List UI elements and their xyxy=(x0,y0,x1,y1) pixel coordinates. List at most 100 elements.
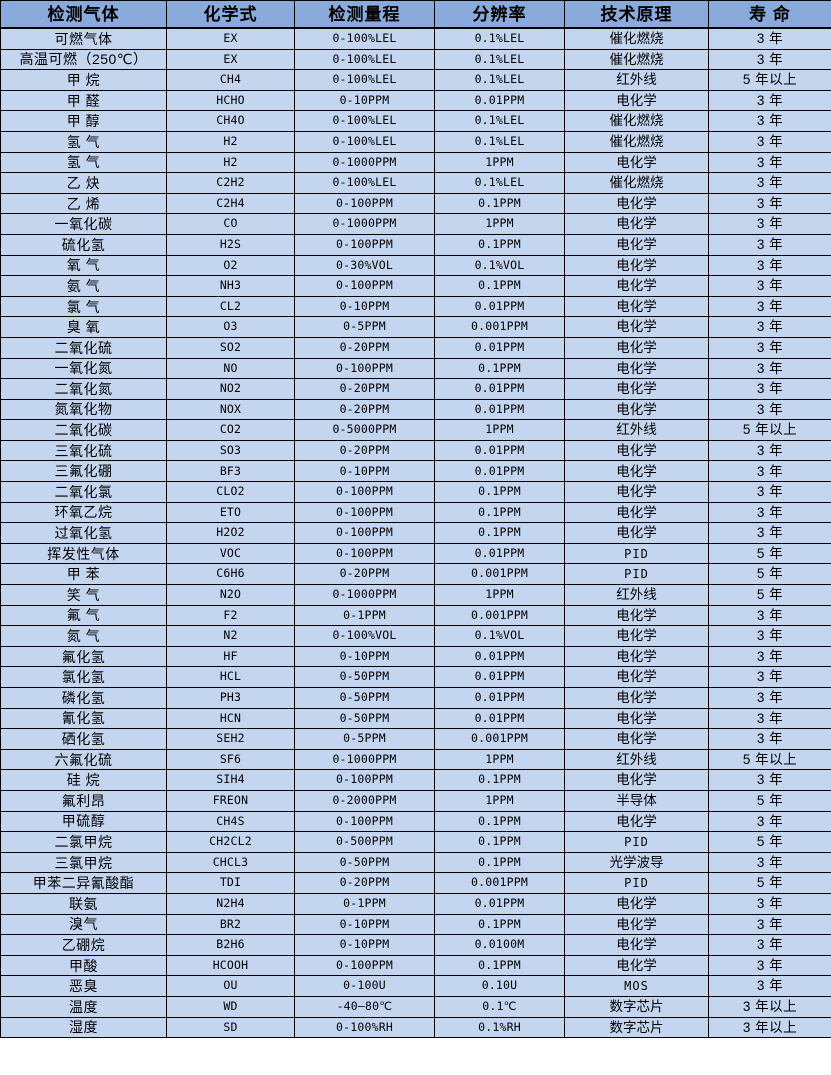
cell-resolution: 1PPM xyxy=(434,789,565,812)
cell-technology: 电化学 xyxy=(564,439,709,462)
table-row: 甲酸 HCOOH 0-100PPM 0.1PPM 电化学 3 年 xyxy=(0,954,831,977)
cell-lifespan: 3 年 xyxy=(708,27,831,50)
cell-range: 0-5000PPM xyxy=(294,419,435,441)
cell-gas: 氢 气 xyxy=(0,130,167,153)
cell-technology: 催化燃烧 xyxy=(564,172,709,194)
cell-resolution: 0.001PPM xyxy=(434,728,565,750)
cell-resolution: 0.01PPM xyxy=(434,460,565,483)
table-row: 臭 氧 O3 0-5PPM 0.001PPM 电化学 3 年 xyxy=(0,316,831,338)
cell-lifespan: 3 年 xyxy=(708,213,831,235)
cell-range: 0-1PPM xyxy=(294,604,435,627)
cell-gas: 过氧化氢 xyxy=(0,522,167,544)
cell-technology: 电化学 xyxy=(564,316,709,338)
cell-range: 0-50PPM xyxy=(294,666,435,688)
cell-technology: 红外线 xyxy=(564,419,709,441)
cell-range: 0-20PPM xyxy=(294,378,435,400)
table-row: 氟 气 F2 0-1PPM 0.001PPM 电化学 3 年 xyxy=(0,604,831,627)
cell-technology: 催化燃烧 xyxy=(564,110,709,132)
cell-resolution: 0.1%LEL xyxy=(434,48,565,71)
cell-gas: 乙 炔 xyxy=(0,172,167,194)
cell-gas: 甲 苯 xyxy=(0,563,167,586)
table-row: 氨 气 NH3 0-100PPM 0.1PPM 电化学 3 年 xyxy=(0,275,831,297)
cell-lifespan: 3 年 xyxy=(708,604,831,627)
cell-formula: TDI xyxy=(166,872,295,894)
table-header: 检测气体 化学式 检测量程 分辨率 技术原理 寿 命 xyxy=(0,0,831,29)
table-row: 氢 气 H2 0-100%LEL 0.1%LEL 催化燃烧 3 年 xyxy=(0,130,831,153)
cell-lifespan: 3 年 xyxy=(708,316,831,338)
cell-technology: 电化学 xyxy=(564,625,709,647)
cell-formula: SO3 xyxy=(166,439,295,462)
cell-gas: 氟利昂 xyxy=(0,789,167,812)
cell-formula: NOX xyxy=(166,398,295,421)
cell-range: 0-100U xyxy=(294,975,435,997)
cell-lifespan: 3 年 xyxy=(708,975,831,997)
cell-technology: 电化学 xyxy=(564,954,709,977)
cell-technology: 电化学 xyxy=(564,769,709,791)
cell-range: 0-50PPM xyxy=(294,687,435,709)
cell-technology: 半导体 xyxy=(564,789,709,812)
cell-formula: N2O xyxy=(166,584,295,606)
cell-range: 0-100PPM xyxy=(294,481,435,503)
cell-formula: H2S xyxy=(166,233,295,256)
cell-gas: 乙 烯 xyxy=(0,192,167,215)
cell-formula: SIH4 xyxy=(166,769,295,791)
table-row: 环氧乙烷 ETO 0-100PPM 0.1PPM 电化学 3 年 xyxy=(0,501,831,524)
cell-range: 0-50PPM xyxy=(294,707,435,730)
table-body: 可燃气体 EX 0-100%LEL 0.1%LEL 催化燃烧 3 年高温可燃（250℃） E… xyxy=(0,27,831,1039)
cell-lifespan: 3 年 xyxy=(708,48,831,71)
cell-range: 0-10PPM xyxy=(294,645,435,668)
cell-resolution: 0.1%LEL xyxy=(434,110,565,132)
table-row: 氮 气 N2 0-100%VOL 0.1%VOL 电化学 3 年 xyxy=(0,625,831,647)
cell-gas: 高温可燃（250℃） xyxy=(0,48,167,71)
cell-lifespan: 3 年 xyxy=(708,336,831,359)
table-row: 笑 气 N2O 0-1000PPM 1PPM 红外线 5 年 xyxy=(0,584,831,606)
cell-gas: 笑 气 xyxy=(0,584,167,606)
cell-resolution: 0.1%VOL xyxy=(434,254,565,277)
cell-lifespan: 3 年 xyxy=(708,460,831,483)
cell-range: 0-5PPM xyxy=(294,728,435,750)
cell-range: 0-2000PPM xyxy=(294,789,435,812)
cell-gas: 氟 气 xyxy=(0,604,167,627)
cell-gas: 硒化氢 xyxy=(0,728,167,750)
cell-range: 0-20PPM xyxy=(294,439,435,462)
table-row: 乙 炔 C2H2 0-100%LEL 0.1%LEL 催化燃烧 3 年 xyxy=(0,172,831,194)
cell-range: 0-20PPM xyxy=(294,872,435,894)
cell-range: 0-100%LEL xyxy=(294,130,435,153)
cell-resolution: 0.1PPM xyxy=(434,275,565,297)
cell-resolution: 0.10U xyxy=(434,975,565,997)
cell-technology: 电化学 xyxy=(564,254,709,277)
cell-resolution: 0.01PPM xyxy=(434,398,565,421)
cell-gas: 甲酸 xyxy=(0,954,167,977)
cell-formula: N2H4 xyxy=(166,892,295,915)
column-header-technology: 技术原理 xyxy=(564,0,709,29)
cell-technology: 电化学 xyxy=(564,481,709,503)
table-row: 氟化氢 HF 0-10PPM 0.01PPM 电化学 3 年 xyxy=(0,645,831,668)
cell-range: 0-100PPM xyxy=(294,954,435,977)
cell-lifespan: 3 年 xyxy=(708,357,831,380)
cell-range: 0-100%LEL xyxy=(294,172,435,194)
cell-gas: 氨 气 xyxy=(0,275,167,297)
cell-range: 0-100PPM xyxy=(294,769,435,791)
cell-gas: 硅 烷 xyxy=(0,769,167,791)
cell-range: 0-1000PPM xyxy=(294,151,435,174)
table-row: 甲 醛 HCHO 0-10PPM 0.01PPM 电化学 3 年 xyxy=(0,89,831,112)
cell-gas: 氮氧化物 xyxy=(0,398,167,421)
cell-lifespan: 3 年 xyxy=(708,481,831,503)
cell-formula: FREON xyxy=(166,789,295,812)
cell-lifespan: 3 年 xyxy=(708,295,831,318)
cell-technology: 电化学 xyxy=(564,151,709,174)
cell-range: 0-10PPM xyxy=(294,295,435,318)
cell-formula: F2 xyxy=(166,604,295,627)
cell-formula: HCN xyxy=(166,707,295,730)
cell-resolution: 0.1PPM xyxy=(434,357,565,380)
cell-resolution: 0.01PPM xyxy=(434,336,565,359)
cell-resolution: 0.1PPM xyxy=(434,233,565,256)
table-header-row: 检测气体 化学式 检测量程 分辨率 技术原理 寿 命 xyxy=(0,0,831,29)
cell-formula: CLO2 xyxy=(166,481,295,503)
cell-gas: 氮 气 xyxy=(0,625,167,647)
cell-formula: NO2 xyxy=(166,378,295,400)
cell-range: 0-10PPM xyxy=(294,460,435,483)
cell-resolution: 0.001PPM xyxy=(434,872,565,894)
cell-formula: H2O2 xyxy=(166,522,295,544)
column-header-lifespan: 寿 命 xyxy=(708,0,831,29)
